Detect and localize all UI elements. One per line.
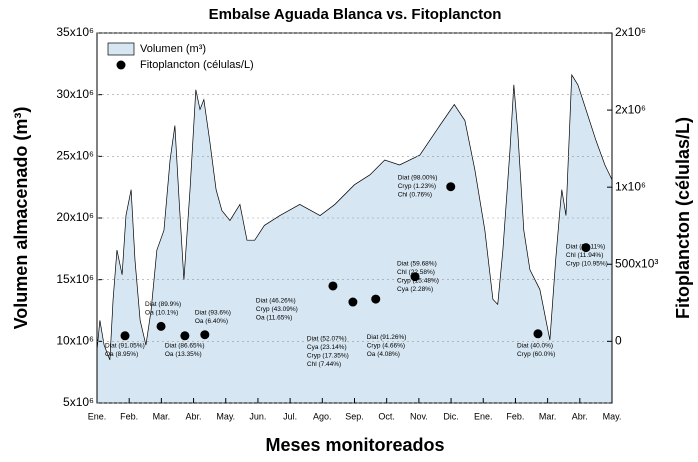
phyto-point [371,294,381,304]
x-tick-label: Oct. [378,411,395,421]
legend-label: Volumen (m³) [140,43,206,55]
x-tick-label: Ago. [313,411,332,421]
legend-label: Fitoplancton (células/L) [140,59,254,71]
annotation: Cya (23.14%) [307,344,347,351]
phyto-point [180,331,190,341]
annotation: Oa (6.40%) [195,318,228,325]
annotation: Diat (40.0%) [517,342,553,349]
annotation: Diat (91.05%) [105,343,145,350]
legend-box [107,42,135,56]
annotation: Oa (4.08%) [367,351,400,358]
y2-tick-label: 2x10⁶ [615,25,646,39]
x-tick-label: May. [603,411,622,421]
annotation: Cryp (43.09%) [256,306,298,313]
y-tick-label: 35x10⁶ [56,25,94,39]
annotation: Diat (89.9%) [145,301,181,308]
annotation: Chl (11.94%) [566,252,603,259]
annotation: Oa (11.65%) [256,315,292,322]
x-tick-label: Jul. [283,411,297,421]
phyto-point [533,329,543,339]
phyto-point [156,321,166,331]
x-tick-label: Ene. [88,411,107,421]
y2-tick-label: 500x10³ [615,256,658,270]
x-tick-label: Mar. [539,411,557,421]
y-tick-label: 10x10⁶ [56,334,94,348]
annotation: Cryp (60.0%) [517,351,555,358]
annotation: Cya (2.28%) [397,286,433,293]
x-tick-label: Mar. [153,411,171,421]
annotation: Cryp (4.66%) [367,342,405,349]
annotation: Cryp (15.48%) [397,277,439,284]
y-tick-label: 5x10⁶ [63,395,94,409]
annotation: Cryp (10.95%) [566,260,608,267]
annotation: Chl (7.44%) [307,361,341,368]
volume-area [97,74,612,403]
annotation: Cryp (1.23%) [398,183,436,190]
x-tick-label: Abr. [186,411,202,421]
annotation: Oa (13.35%) [165,351,202,358]
volume-line [96,73,613,360]
phyto-point [446,182,456,192]
y2-axis-label: Fitoplancton (células/L) [673,117,693,319]
phyto-point [200,330,210,340]
x-tick-label: Jun. [249,411,266,421]
annotation: Diat (77.11%) [566,243,605,250]
annotation: Diat (93.6%) [195,309,231,316]
annotation: Diat (86.65%) [165,343,205,350]
annotation: Diat (98.00%) [398,174,438,181]
x-tick-label: Ene. [474,411,493,421]
phyto-point [120,331,130,341]
y-axis-label: Volumen almacenado (m³) [11,107,31,330]
x-tick-label: Abr. [572,411,588,421]
x-tick-label: Nov. [410,411,428,421]
y2-tick-label: 1x10⁶ [615,179,646,193]
phyto-point [581,243,591,253]
x-tick-label: Dic. [443,411,459,421]
y-tick-label: 15x10⁶ [56,272,94,286]
y2-tick-label: 2x10⁶ [615,102,646,116]
annotation: Oa (10.1%) [145,310,178,317]
phyto-point [348,297,358,307]
y-tick-label: 30x10⁶ [56,87,94,101]
phyto-point [410,272,420,282]
x-tick-label: Sep. [345,411,364,421]
x-tick-label: Feb. [120,411,138,421]
legend-marker [116,60,126,70]
annotation: Chl (0.76%) [398,191,432,198]
phyto-point [328,281,338,291]
chart-title: Embalse Aguada Blanca vs. Fitoplancton [209,6,502,23]
annotation: Diat (59.68%) [397,260,437,267]
y-tick-label: 25x10⁶ [56,149,94,163]
annotation: Diat (46.26%) [256,298,296,305]
annotation: Chl (22.58%) [397,269,435,276]
y2-tick-label: 0 [615,334,622,348]
x-axis-label: Meses monitoreados [265,435,444,455]
x-tick-label: May. [216,411,235,421]
annotation: Oa (8.95%) [105,351,138,358]
x-tick-label: Feb. [506,411,524,421]
annotation: Diat (52.07%) [307,336,347,343]
annotation: Diat (91.26%) [367,334,407,341]
y-tick-label: 20x10⁶ [56,210,94,224]
annotation: Cryp (17.35%) [307,353,349,360]
